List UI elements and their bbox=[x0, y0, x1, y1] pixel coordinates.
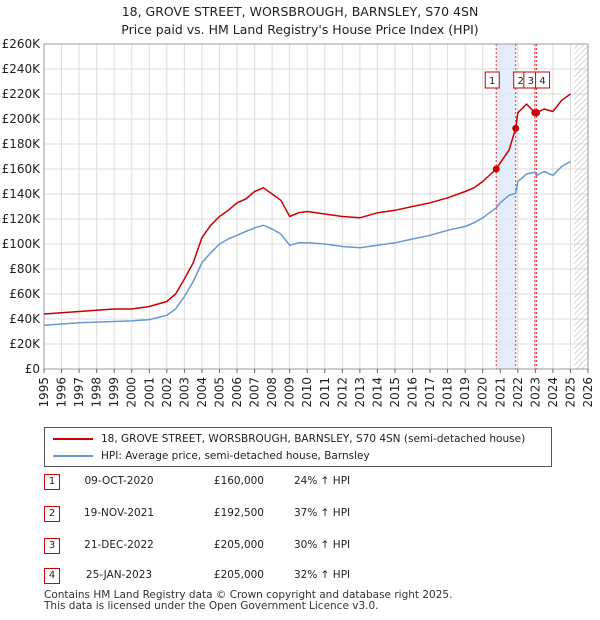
y-tick-label: £220K bbox=[2, 87, 42, 101]
x-tick-label: 2021 bbox=[493, 377, 507, 408]
legend-hpi: HPI: Average price, semi-detached house,… bbox=[53, 448, 370, 464]
sale-date: 25-JAN-2023 bbox=[85, 569, 153, 581]
y-tick-label: £20K bbox=[9, 337, 41, 351]
sale-date: 21-DEC-2022 bbox=[84, 539, 154, 551]
x-tick-label: 1997 bbox=[72, 377, 86, 408]
y-tick-label: £120K bbox=[2, 212, 42, 226]
sale-row: 1 09-OCT-2020 £160,000 24% ↑ HPI bbox=[44, 474, 374, 492]
sale-price: £160,000 bbox=[213, 475, 264, 487]
sale-marker-box bbox=[535, 71, 551, 89]
x-tick-label: 2019 bbox=[458, 377, 472, 408]
y-tick-label: £40K bbox=[9, 312, 41, 326]
property-price-line bbox=[43, 93, 571, 315]
y-tick-label: £0 bbox=[25, 362, 40, 376]
forecast-hatch bbox=[573, 44, 588, 369]
y-tick-label: £60K bbox=[9, 287, 41, 301]
x-tick-label: 2011 bbox=[318, 377, 332, 408]
chart-subtitle: Price paid vs. HM Land Registry's House … bbox=[121, 22, 479, 37]
sale-price: £205,000 bbox=[213, 539, 264, 551]
x-tick-label: 2013 bbox=[353, 377, 367, 408]
sale-row: 2 19-NOV-2021 £192,500 37% ↑ HPI bbox=[44, 506, 374, 524]
y-tick-label: £260K bbox=[2, 37, 42, 51]
x-tick-label: 2005 bbox=[212, 377, 226, 408]
sale-period-band bbox=[496, 44, 516, 369]
x-tick-label: 2006 bbox=[230, 377, 244, 408]
sale-marker-label: 4 bbox=[535, 71, 551, 89]
y-tick-label: £200K bbox=[2, 112, 42, 126]
x-tick-label: 2012 bbox=[335, 377, 349, 408]
x-tick-label: 1998 bbox=[90, 377, 104, 408]
legend-property-label: 18, GROVE STREET, WORSBROUGH, BARNSLEY, … bbox=[101, 433, 526, 445]
y-tick-label: £180K bbox=[2, 137, 42, 151]
sale-marker-number: 4 bbox=[539, 76, 545, 87]
chart-legend: 18, GROVE STREET, WORSBROUGH, BARNSLEY, … bbox=[44, 427, 552, 467]
price-chart: £0 £20K £40K £60K £80K £100K £120K £140K £160K £1… bbox=[2, 37, 595, 408]
x-tick-label: 2007 bbox=[248, 377, 262, 408]
x-tick-label: 2023 bbox=[528, 377, 542, 408]
sale-number-badge: 4 bbox=[44, 568, 60, 584]
footer-copyright: Contains HM Land Registry data © Crown c… bbox=[44, 589, 453, 601]
sale-marker-number: 3 bbox=[528, 76, 534, 87]
x-tick-label: 2024 bbox=[546, 377, 560, 408]
sale-marker-box bbox=[484, 71, 500, 89]
x-tick-label: 2020 bbox=[476, 377, 490, 408]
sale-date: 19-NOV-2021 bbox=[83, 507, 155, 519]
sale-price: £205,000 bbox=[213, 569, 264, 581]
sale-date: 09-OCT-2020 bbox=[84, 475, 154, 487]
plot-frame bbox=[43, 43, 589, 370]
y-tick-label: £240K bbox=[2, 62, 42, 76]
legend-hpi-label: HPI: Average price, semi-detached house,… bbox=[101, 450, 370, 462]
x-tick-label: 1999 bbox=[107, 377, 121, 408]
sale-hpi-change: 30% ↑ HPI bbox=[294, 539, 351, 551]
x-tick-label: 2018 bbox=[441, 377, 455, 408]
x-tick-label: 1995 bbox=[37, 377, 51, 408]
x-tick-label: 2025 bbox=[563, 377, 577, 408]
x-tick-label: 2001 bbox=[142, 377, 156, 408]
y-tick-label: £160K bbox=[2, 162, 42, 176]
footer: Contains HM Land Registry data © Crown c… bbox=[44, 590, 452, 612]
x-tick-label: 2008 bbox=[265, 377, 279, 408]
x-tick-label: 2000 bbox=[125, 377, 139, 408]
sale-point bbox=[533, 109, 541, 117]
sale-point bbox=[512, 124, 520, 132]
sale-hpi-change: 24% ↑ HPI bbox=[294, 475, 351, 487]
legend-hpi-swatch bbox=[53, 455, 93, 457]
x-tick-label: 2014 bbox=[370, 377, 384, 408]
sale-number-badge: 2 bbox=[44, 506, 60, 522]
sale-marker-number: 1 bbox=[489, 76, 495, 87]
sale-marker-number: 2 bbox=[518, 76, 524, 87]
y-tick-label: £80K bbox=[9, 262, 41, 276]
y-tick-label: £140K bbox=[2, 187, 42, 201]
legend-property-swatch bbox=[53, 438, 93, 440]
sale-marker-label: 1 bbox=[484, 71, 500, 89]
sale-hpi-change: 32% ↑ HPI bbox=[294, 569, 351, 581]
legend-property: 18, GROVE STREET, WORSBROUGH, BARNSLEY, … bbox=[53, 431, 525, 447]
sale-number-badge: 3 bbox=[44, 538, 60, 554]
hpi-line bbox=[43, 160, 571, 327]
y-tick-label: £100K bbox=[2, 237, 42, 251]
sale-row: 3 21-DEC-2022 £205,000 30% ↑ HPI bbox=[44, 538, 374, 556]
sale-row: 4 25-JAN-2023 £205,000 32% ↑ HPI bbox=[44, 568, 374, 586]
x-tick-label: 2010 bbox=[300, 377, 314, 408]
sale-price: £192,500 bbox=[213, 507, 264, 519]
x-tick-label: 2016 bbox=[406, 377, 420, 408]
sale-hpi-change: 37% ↑ HPI bbox=[294, 507, 351, 519]
footer-licence: This data is licensed under the Open Gov… bbox=[44, 600, 379, 612]
x-tick-label: 2004 bbox=[195, 377, 209, 408]
x-tick-label: 2022 bbox=[511, 377, 525, 408]
x-tick-label: 1996 bbox=[55, 377, 69, 408]
chart-title: 18, GROVE STREET, WORSBROUGH, BARNSLEY, … bbox=[121, 4, 479, 19]
x-tick-label: 2015 bbox=[388, 377, 402, 408]
x-tick-label: 2003 bbox=[177, 377, 191, 408]
x-tick-label: 2026 bbox=[581, 377, 595, 408]
x-tick-label: 2017 bbox=[423, 377, 437, 408]
sale-number-badge: 1 bbox=[44, 474, 60, 490]
x-tick-label: 2002 bbox=[160, 377, 174, 408]
x-tick-label: 2009 bbox=[283, 377, 297, 408]
sale-point bbox=[492, 165, 500, 173]
